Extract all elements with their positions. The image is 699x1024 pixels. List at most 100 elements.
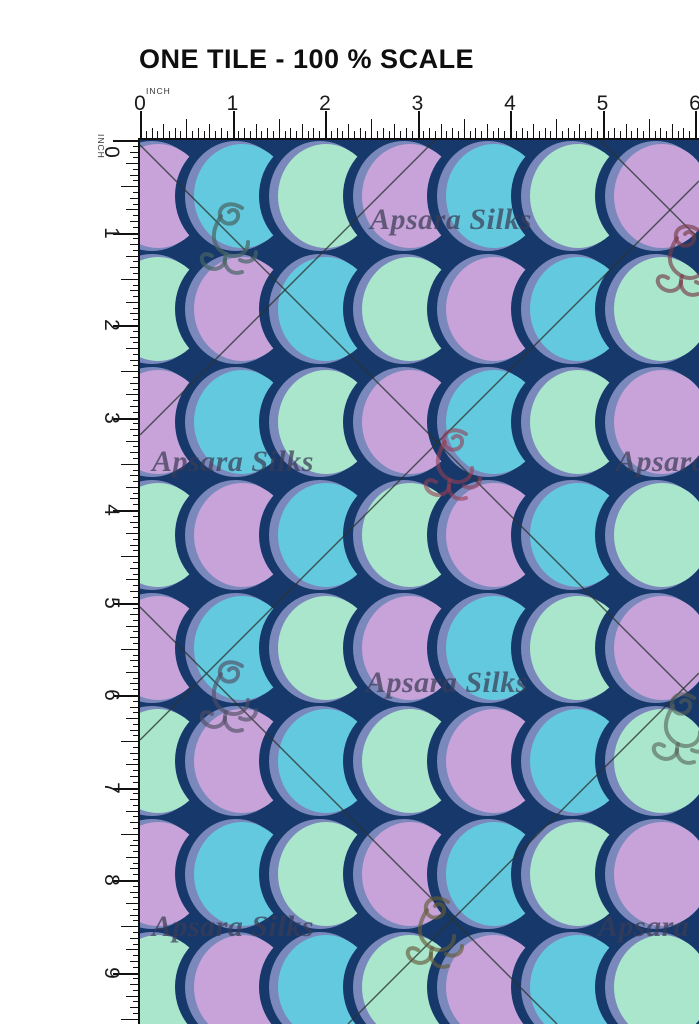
scale-row bbox=[140, 477, 699, 593]
ruler-tick bbox=[130, 429, 140, 431]
scale-row bbox=[140, 929, 699, 1024]
scale-circle bbox=[595, 703, 699, 819]
ruler-tick bbox=[133, 284, 140, 286]
ruler-tick bbox=[133, 203, 140, 205]
ruler-tick bbox=[313, 128, 315, 138]
ruler-number: 7 bbox=[100, 781, 123, 794]
watermark-brand-text: Apsara Silks bbox=[150, 445, 314, 478]
ruler-tick bbox=[121, 741, 140, 743]
ruler-tick bbox=[130, 1007, 140, 1009]
ruler-tick bbox=[174, 128, 176, 138]
ruler-number: 4 bbox=[504, 92, 516, 115]
ruler-tick bbox=[133, 550, 140, 552]
ruler-tick bbox=[130, 752, 140, 754]
ruler-tick bbox=[113, 695, 140, 697]
scale-pattern-svg: Apsara Silks Apsara Silks Apsara Silks Apsa… bbox=[140, 140, 699, 1024]
ruler-tick bbox=[130, 775, 140, 777]
logo-flourish-path bbox=[441, 428, 468, 452]
ruler-tick bbox=[113, 140, 140, 142]
watermark-diagonal-line bbox=[599, 140, 699, 240]
ruler-tick bbox=[590, 128, 592, 138]
ruler-tick bbox=[113, 602, 140, 605]
ruler-tick bbox=[130, 313, 140, 315]
ruler-tick bbox=[133, 377, 140, 379]
ruler-tick bbox=[133, 631, 140, 633]
ruler-tick bbox=[133, 689, 140, 691]
ruler-number: 2 bbox=[100, 319, 123, 331]
ruler-tick bbox=[614, 128, 616, 138]
logo-flourish-path bbox=[211, 214, 250, 258]
ruler-tick bbox=[133, 504, 140, 506]
ruler-tick bbox=[130, 984, 140, 986]
scale-circle bbox=[511, 140, 626, 254]
ruler-tick bbox=[596, 131, 598, 138]
logo-flourish-path bbox=[423, 896, 450, 920]
scale-circle bbox=[595, 140, 699, 254]
ruler-tick bbox=[121, 926, 140, 928]
ruler-tick bbox=[133, 481, 140, 483]
ruler-tick bbox=[394, 124, 396, 138]
ruler-tick bbox=[579, 124, 581, 138]
ruler-tick bbox=[130, 498, 140, 500]
logo-flourish-path bbox=[447, 478, 468, 501]
ruler-tick bbox=[133, 920, 140, 922]
ruler-tick bbox=[498, 128, 500, 138]
ruler-tick bbox=[133, 908, 140, 910]
watermark-brand-text: Apsara Silks bbox=[150, 910, 314, 943]
scale-circle bbox=[343, 477, 458, 593]
ruler-tick bbox=[133, 966, 140, 968]
scale-fill-ellipse bbox=[614, 596, 699, 700]
logo-flourish-path bbox=[655, 274, 683, 293]
ruler-tick bbox=[238, 131, 240, 138]
ruler-tick bbox=[133, 862, 140, 864]
watermark-brand-text: Apsara Silks bbox=[596, 910, 699, 943]
ruler-tick bbox=[319, 131, 321, 138]
ruler-tick bbox=[133, 596, 140, 598]
ruler-tick bbox=[133, 585, 140, 587]
ruler-tick bbox=[510, 111, 512, 138]
ruler-tick bbox=[573, 131, 575, 138]
ruler-tick bbox=[504, 131, 506, 138]
logo-flourish-path bbox=[429, 946, 450, 969]
ruler-tick bbox=[133, 469, 140, 471]
ruler-tick bbox=[440, 124, 442, 138]
ruler-tick bbox=[215, 131, 217, 138]
ruler-tick bbox=[126, 718, 140, 720]
ruler-tick bbox=[209, 124, 211, 138]
ruler-tick bbox=[232, 111, 235, 138]
scale-row bbox=[140, 364, 699, 480]
ruler-number: 1 bbox=[100, 226, 123, 239]
logo-flourish-path bbox=[669, 692, 696, 716]
ruler-tick bbox=[113, 510, 140, 512]
ruler-tick bbox=[151, 128, 153, 138]
ruler-tick bbox=[130, 521, 140, 523]
pattern-top-border bbox=[138, 138, 699, 140]
ruler-tick bbox=[133, 157, 140, 159]
ruler-tick bbox=[133, 457, 140, 459]
ruler-tick bbox=[492, 131, 494, 138]
ruler-tick bbox=[307, 131, 309, 138]
ruler-number: 4 bbox=[100, 504, 123, 516]
ruler-tick bbox=[423, 131, 425, 138]
ruler-tick bbox=[648, 119, 650, 138]
ruler-tick bbox=[133, 666, 140, 668]
ruler-tick bbox=[642, 131, 644, 138]
top-ruler: INCH 0 1 2 3 4 5 6 bbox=[0, 86, 699, 138]
ruler-tick bbox=[133, 434, 140, 436]
logo-flourish-path bbox=[673, 224, 699, 248]
ruler-tick bbox=[197, 128, 199, 138]
scale-fill-ellipse bbox=[614, 822, 699, 926]
ruler-tick bbox=[689, 131, 691, 138]
logo-flourish-path bbox=[223, 710, 244, 733]
ruler-tick bbox=[133, 955, 140, 957]
logo-flourish-path bbox=[199, 252, 227, 271]
logo-flourish-path bbox=[417, 908, 456, 952]
ruler-number: 5 bbox=[100, 596, 123, 609]
ruler-tick bbox=[130, 405, 140, 407]
ruler-tick bbox=[336, 128, 338, 138]
scale-circle bbox=[595, 816, 699, 932]
ruler-tick bbox=[244, 128, 246, 138]
ruler-tick bbox=[130, 960, 140, 962]
ruler-tick bbox=[272, 131, 274, 138]
ruler-tick bbox=[521, 128, 523, 138]
